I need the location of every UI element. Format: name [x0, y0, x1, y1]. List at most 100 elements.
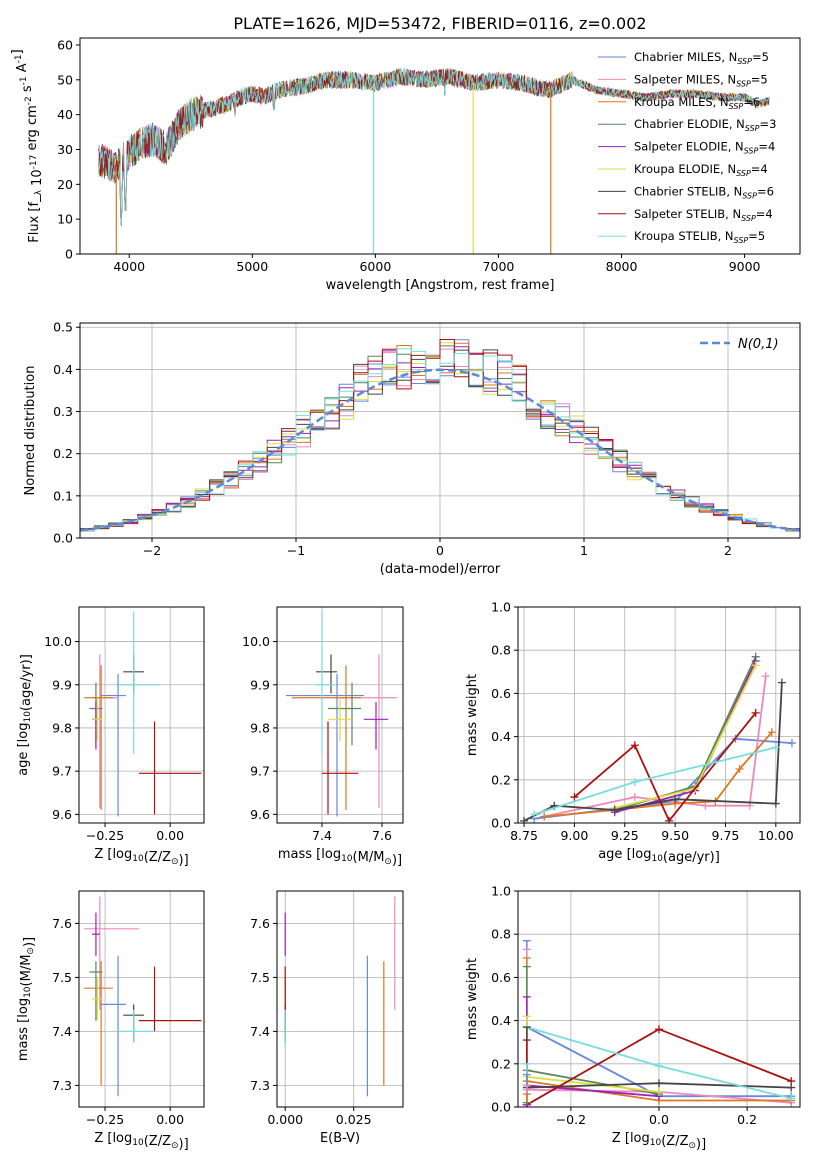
y-axis-label: age [log10(age/yr)]	[16, 654, 34, 776]
x-tick-label: 9.50	[661, 828, 689, 843]
weight-marker	[767, 728, 776, 737]
y-tick-label: 7.6	[52, 916, 72, 931]
weight-marker	[570, 793, 579, 802]
x-tick-label: −0.25	[86, 828, 124, 843]
x-axis-label: wavelength [Angstrom, rest frame]	[326, 278, 555, 293]
y-tick-label: 0.1	[53, 488, 73, 503]
weight-marker	[540, 812, 549, 821]
residual-histogram	[80, 348, 800, 531]
legend-label: Kroupa MILES, NSSP=6	[634, 95, 760, 111]
x-tick-label: −2	[143, 543, 161, 558]
x-tick-label: 8.75	[510, 828, 538, 843]
x-tick-label: 0.0	[649, 1112, 669, 1127]
x-tick-label: 9000	[729, 259, 761, 274]
weight-marker	[520, 816, 529, 823]
x-tick-label: 0.2	[737, 1112, 757, 1127]
residual-legend: N(0,1)	[700, 337, 779, 352]
y-tick-label: 1.0	[491, 600, 511, 615]
y-tick-label: 10.0	[44, 634, 72, 649]
mass-vs-ebv-panel: 0.000 0.025 7.3 7.4 7.5 7.6 E(B-V)	[250, 890, 404, 1146]
y-tick-label: 0.2	[491, 1056, 511, 1071]
y-tick-label: 0.6	[491, 686, 511, 701]
weight-marker	[630, 793, 639, 802]
y-axis-label: Normed distribution	[23, 366, 38, 496]
y-axis-label: mass weight	[465, 958, 480, 1040]
y-tick-label: 0.0	[491, 816, 511, 831]
x-tick-label: −1	[287, 543, 305, 558]
x-tick-label: 7.6	[372, 828, 392, 843]
axes-frame	[78, 890, 205, 1108]
spectrum-legend: Chabrier MILES, NSSP=5 Salpeter MILES, NS…	[598, 50, 776, 245]
weight-marker	[787, 1077, 796, 1086]
legend-label: Kroupa STELIB, NSSP=5	[634, 229, 765, 245]
y-tick-label: 9.7	[52, 764, 72, 779]
y-tick-label: 0.5	[53, 320, 73, 335]
y-tick-label: 10.0	[242, 634, 270, 649]
x-tick-label: −0.2	[556, 1112, 586, 1127]
y-tick-label: 9.6	[250, 807, 270, 822]
spectrum-panel: 4000 5000 6000 7000 8000 9000 0 10 20 30 40 50 60 wav…	[10, 37, 801, 293]
y-tick-label: 1.0	[491, 884, 511, 899]
y-axis-label: mass [log10(M/M⊙)]	[16, 937, 37, 1061]
y-tick-label: 0.6	[491, 970, 511, 985]
x-tick-label: 10.00	[758, 828, 794, 843]
x-tick-label: 5000	[236, 259, 268, 274]
x-axis-label: E(B-V)	[320, 1131, 360, 1146]
y-tick-label: 0.2	[491, 772, 511, 787]
residual-histogram	[80, 339, 800, 532]
y-tick-label: 9.7	[250, 764, 270, 779]
x-tick-label: 2	[724, 543, 732, 558]
plot-area	[286, 611, 397, 817]
axes-frame	[517, 890, 801, 1108]
x-tick-label: 9.00	[560, 828, 588, 843]
weight-marker	[655, 1087, 663, 1096]
x-tick-label: 8000	[606, 259, 638, 274]
weight-marker	[671, 795, 680, 804]
weight-marker	[701, 801, 710, 810]
legend-label: Salpeter STELIB, NSSP=4	[634, 207, 773, 223]
age-vs-z-panel: −0.25 0.00 9.6 9.7 9.8 9.9 10.0 Z [log10(Z/Z⊙)]…	[16, 606, 205, 868]
y-tick-label: 0.4	[491, 729, 511, 744]
plot-area	[520, 652, 796, 823]
weight-marker	[665, 816, 674, 823]
axes-frame	[517, 606, 801, 824]
y-tick-label: 0.4	[491, 1013, 511, 1028]
weight-marker	[751, 708, 760, 717]
axes-frame	[79, 322, 801, 539]
spectrum-line	[98, 68, 770, 227]
age-vs-mass-panel: 7.4 7.6 9.6 9.7 9.8 9.9 10.0 mass [log10(M/M⊙)]	[242, 606, 404, 868]
y-tick-label: 7.3	[250, 1078, 270, 1093]
plot-area	[284, 896, 396, 1097]
x-tick-label: −0.25	[86, 1112, 124, 1127]
weight-vs-age-panel: 8.75 9.00 9.25 9.50 9.75 10.00 0.0 0.2 0.4 0.6 0.8…	[465, 600, 801, 865]
x-tick-label: 9.75	[712, 828, 740, 843]
x-axis-label: (data-model)/error	[380, 562, 501, 577]
plot-area	[98, 67, 770, 254]
weight-line	[526, 1075, 660, 1093]
x-tick-label: 1	[580, 543, 588, 558]
y-tick-label: 7.4	[250, 1024, 270, 1039]
legend-label: Chabrier STELIB, NSSP=6	[634, 184, 774, 200]
axes-frame	[78, 606, 205, 824]
weight-marker	[787, 739, 796, 748]
y-tick-label: 9.9	[250, 677, 270, 692]
y-tick-label: 9.6	[52, 807, 72, 822]
x-tick-label: 0.000	[267, 1112, 303, 1127]
y-tick-label: 0.8	[491, 927, 511, 942]
weight-line	[523, 682, 783, 822]
legend-label: Salpeter MILES, NSSP=5	[634, 72, 768, 88]
x-tick-label: 0.00	[156, 1112, 184, 1127]
y-tick-label: 7.6	[250, 916, 270, 931]
plot-area	[84, 896, 202, 1097]
y-tick-label: 0.8	[491, 643, 511, 658]
y-tick-label: 9.8	[52, 720, 72, 735]
x-axis-label: age [log10(age/yr)]	[598, 847, 720, 865]
legend-label: Chabrier ELODIE, NSSP=3	[634, 117, 776, 133]
weight-marker	[630, 777, 639, 786]
weight-line	[544, 731, 773, 818]
axes-frame	[276, 606, 404, 824]
normal-curve	[80, 368, 800, 532]
x-axis-label: Z [log10(Z/Z⊙)]	[94, 847, 188, 868]
x-axis-label: Z [log10(Z/Z⊙)]	[612, 1131, 706, 1152]
